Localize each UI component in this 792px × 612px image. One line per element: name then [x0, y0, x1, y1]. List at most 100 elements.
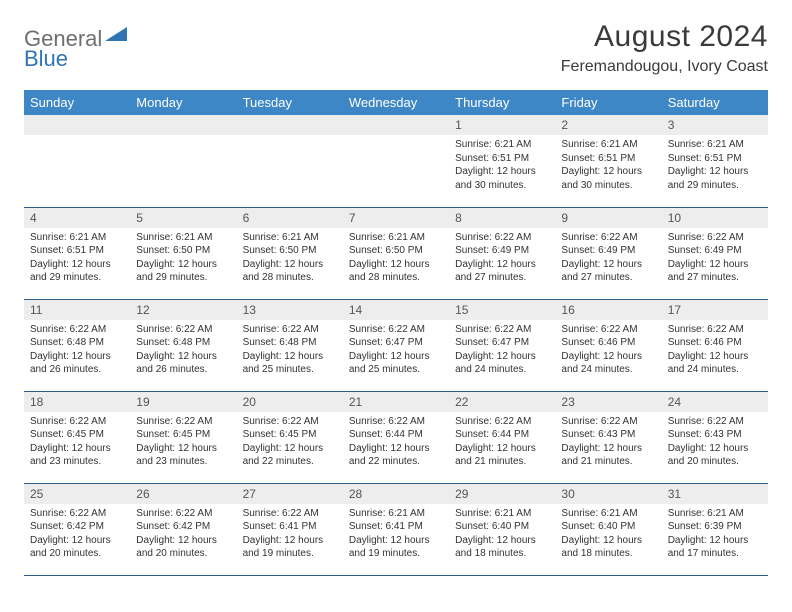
sunset-line: Sunset: 6:47 PM	[455, 336, 549, 350]
sunset-line: Sunset: 6:47 PM	[349, 336, 443, 350]
daylight-line: Daylight: 12 hours and 26 minutes.	[136, 350, 230, 377]
day-number-empty	[237, 115, 343, 135]
sunset-line: Sunset: 6:49 PM	[561, 244, 655, 258]
calendar-cell: 31Sunrise: 6:21 AMSunset: 6:39 PMDayligh…	[662, 483, 768, 575]
calendar-cell: 11Sunrise: 6:22 AMSunset: 6:48 PMDayligh…	[24, 299, 130, 391]
sunset-line: Sunset: 6:43 PM	[561, 428, 655, 442]
day-body: Sunrise: 6:22 AMSunset: 6:49 PMDaylight:…	[555, 228, 661, 290]
sunrise-line: Sunrise: 6:21 AM	[349, 507, 443, 521]
day-body: Sunrise: 6:22 AMSunset: 6:44 PMDaylight:…	[449, 412, 555, 474]
day-body: Sunrise: 6:21 AMSunset: 6:50 PMDaylight:…	[237, 228, 343, 290]
sunrise-line: Sunrise: 6:22 AM	[668, 323, 762, 337]
daylight-line: Daylight: 12 hours and 24 minutes.	[561, 350, 655, 377]
day-number: 30	[555, 484, 661, 504]
day-number: 8	[449, 208, 555, 228]
calendar-cell: 29Sunrise: 6:21 AMSunset: 6:40 PMDayligh…	[449, 483, 555, 575]
day-number: 14	[343, 300, 449, 320]
day-body: Sunrise: 6:21 AMSunset: 6:50 PMDaylight:…	[130, 228, 236, 290]
sunset-line: Sunset: 6:43 PM	[668, 428, 762, 442]
day-number: 5	[130, 208, 236, 228]
day-number: 2	[555, 115, 661, 135]
day-body: Sunrise: 6:21 AMSunset: 6:51 PMDaylight:…	[24, 228, 130, 290]
day-body: Sunrise: 6:22 AMSunset: 6:48 PMDaylight:…	[24, 320, 130, 382]
calendar-cell: 24Sunrise: 6:22 AMSunset: 6:43 PMDayligh…	[662, 391, 768, 483]
sunset-line: Sunset: 6:51 PM	[30, 244, 124, 258]
sunrise-line: Sunrise: 6:22 AM	[455, 415, 549, 429]
sunrise-line: Sunrise: 6:22 AM	[561, 323, 655, 337]
daylight-line: Daylight: 12 hours and 23 minutes.	[30, 442, 124, 469]
day-body: Sunrise: 6:22 AMSunset: 6:49 PMDaylight:…	[662, 228, 768, 290]
calendar-cell: 2Sunrise: 6:21 AMSunset: 6:51 PMDaylight…	[555, 115, 661, 207]
day-number: 16	[555, 300, 661, 320]
day-body: Sunrise: 6:21 AMSunset: 6:39 PMDaylight:…	[662, 504, 768, 566]
day-number: 6	[237, 208, 343, 228]
day-body: Sunrise: 6:22 AMSunset: 6:48 PMDaylight:…	[130, 320, 236, 382]
day-number: 9	[555, 208, 661, 228]
sunset-line: Sunset: 6:46 PM	[668, 336, 762, 350]
calendar-cell: 7Sunrise: 6:21 AMSunset: 6:50 PMDaylight…	[343, 207, 449, 299]
daylight-line: Daylight: 12 hours and 25 minutes.	[349, 350, 443, 377]
sunrise-line: Sunrise: 6:21 AM	[30, 231, 124, 245]
day-body: Sunrise: 6:22 AMSunset: 6:44 PMDaylight:…	[343, 412, 449, 474]
sunset-line: Sunset: 6:45 PM	[243, 428, 337, 442]
calendar-cell: 13Sunrise: 6:22 AMSunset: 6:48 PMDayligh…	[237, 299, 343, 391]
sunrise-line: Sunrise: 6:22 AM	[30, 507, 124, 521]
calendar-cell: 16Sunrise: 6:22 AMSunset: 6:46 PMDayligh…	[555, 299, 661, 391]
day-number: 11	[24, 300, 130, 320]
day-number: 20	[237, 392, 343, 412]
sunrise-line: Sunrise: 6:22 AM	[136, 507, 230, 521]
sunset-line: Sunset: 6:48 PM	[30, 336, 124, 350]
sunset-line: Sunset: 6:44 PM	[455, 428, 549, 442]
sunrise-line: Sunrise: 6:22 AM	[30, 323, 124, 337]
daylight-line: Daylight: 12 hours and 26 minutes.	[30, 350, 124, 377]
daylight-line: Daylight: 12 hours and 30 minutes.	[455, 165, 549, 192]
day-body: Sunrise: 6:22 AMSunset: 6:49 PMDaylight:…	[449, 228, 555, 290]
daylight-line: Daylight: 12 hours and 29 minutes.	[136, 258, 230, 285]
calendar-cell	[237, 115, 343, 207]
weekday-header: Monday	[130, 90, 236, 115]
day-number: 31	[662, 484, 768, 504]
calendar-cell	[24, 115, 130, 207]
calendar-cell: 3Sunrise: 6:21 AMSunset: 6:51 PMDaylight…	[662, 115, 768, 207]
sunset-line: Sunset: 6:50 PM	[136, 244, 230, 258]
sunset-line: Sunset: 6:44 PM	[349, 428, 443, 442]
day-number: 7	[343, 208, 449, 228]
daylight-line: Daylight: 12 hours and 18 minutes.	[561, 534, 655, 561]
sunrise-line: Sunrise: 6:22 AM	[136, 323, 230, 337]
sunrise-line: Sunrise: 6:21 AM	[561, 138, 655, 152]
sunset-line: Sunset: 6:51 PM	[561, 152, 655, 166]
day-number: 24	[662, 392, 768, 412]
sunrise-line: Sunrise: 6:21 AM	[349, 231, 443, 245]
calendar-cell: 17Sunrise: 6:22 AMSunset: 6:46 PMDayligh…	[662, 299, 768, 391]
day-body: Sunrise: 6:22 AMSunset: 6:46 PMDaylight:…	[555, 320, 661, 382]
day-body: Sunrise: 6:21 AMSunset: 6:40 PMDaylight:…	[555, 504, 661, 566]
weekday-header: Friday	[555, 90, 661, 115]
sunset-line: Sunset: 6:45 PM	[30, 428, 124, 442]
day-number: 19	[130, 392, 236, 412]
day-number: 1	[449, 115, 555, 135]
day-body: Sunrise: 6:21 AMSunset: 6:50 PMDaylight:…	[343, 228, 449, 290]
day-number: 12	[130, 300, 236, 320]
daylight-line: Daylight: 12 hours and 27 minutes.	[455, 258, 549, 285]
sunset-line: Sunset: 6:41 PM	[349, 520, 443, 534]
daylight-line: Daylight: 12 hours and 21 minutes.	[455, 442, 549, 469]
sunrise-line: Sunrise: 6:22 AM	[349, 323, 443, 337]
calendar-cell: 9Sunrise: 6:22 AMSunset: 6:49 PMDaylight…	[555, 207, 661, 299]
sunset-line: Sunset: 6:48 PM	[243, 336, 337, 350]
sunset-line: Sunset: 6:46 PM	[561, 336, 655, 350]
calendar-cell: 12Sunrise: 6:22 AMSunset: 6:48 PMDayligh…	[130, 299, 236, 391]
day-number: 10	[662, 208, 768, 228]
weekday-header: Tuesday	[237, 90, 343, 115]
calendar-cell: 26Sunrise: 6:22 AMSunset: 6:42 PMDayligh…	[130, 483, 236, 575]
sunrise-line: Sunrise: 6:21 AM	[668, 507, 762, 521]
calendar-cell: 22Sunrise: 6:22 AMSunset: 6:44 PMDayligh…	[449, 391, 555, 483]
calendar-cell: 4Sunrise: 6:21 AMSunset: 6:51 PMDaylight…	[24, 207, 130, 299]
sunrise-line: Sunrise: 6:21 AM	[561, 507, 655, 521]
day-number: 28	[343, 484, 449, 504]
day-body: Sunrise: 6:22 AMSunset: 6:42 PMDaylight:…	[24, 504, 130, 566]
sunset-line: Sunset: 6:41 PM	[243, 520, 337, 534]
calendar-cell	[130, 115, 236, 207]
daylight-line: Daylight: 12 hours and 20 minutes.	[136, 534, 230, 561]
sunset-line: Sunset: 6:49 PM	[668, 244, 762, 258]
calendar-cell: 18Sunrise: 6:22 AMSunset: 6:45 PMDayligh…	[24, 391, 130, 483]
